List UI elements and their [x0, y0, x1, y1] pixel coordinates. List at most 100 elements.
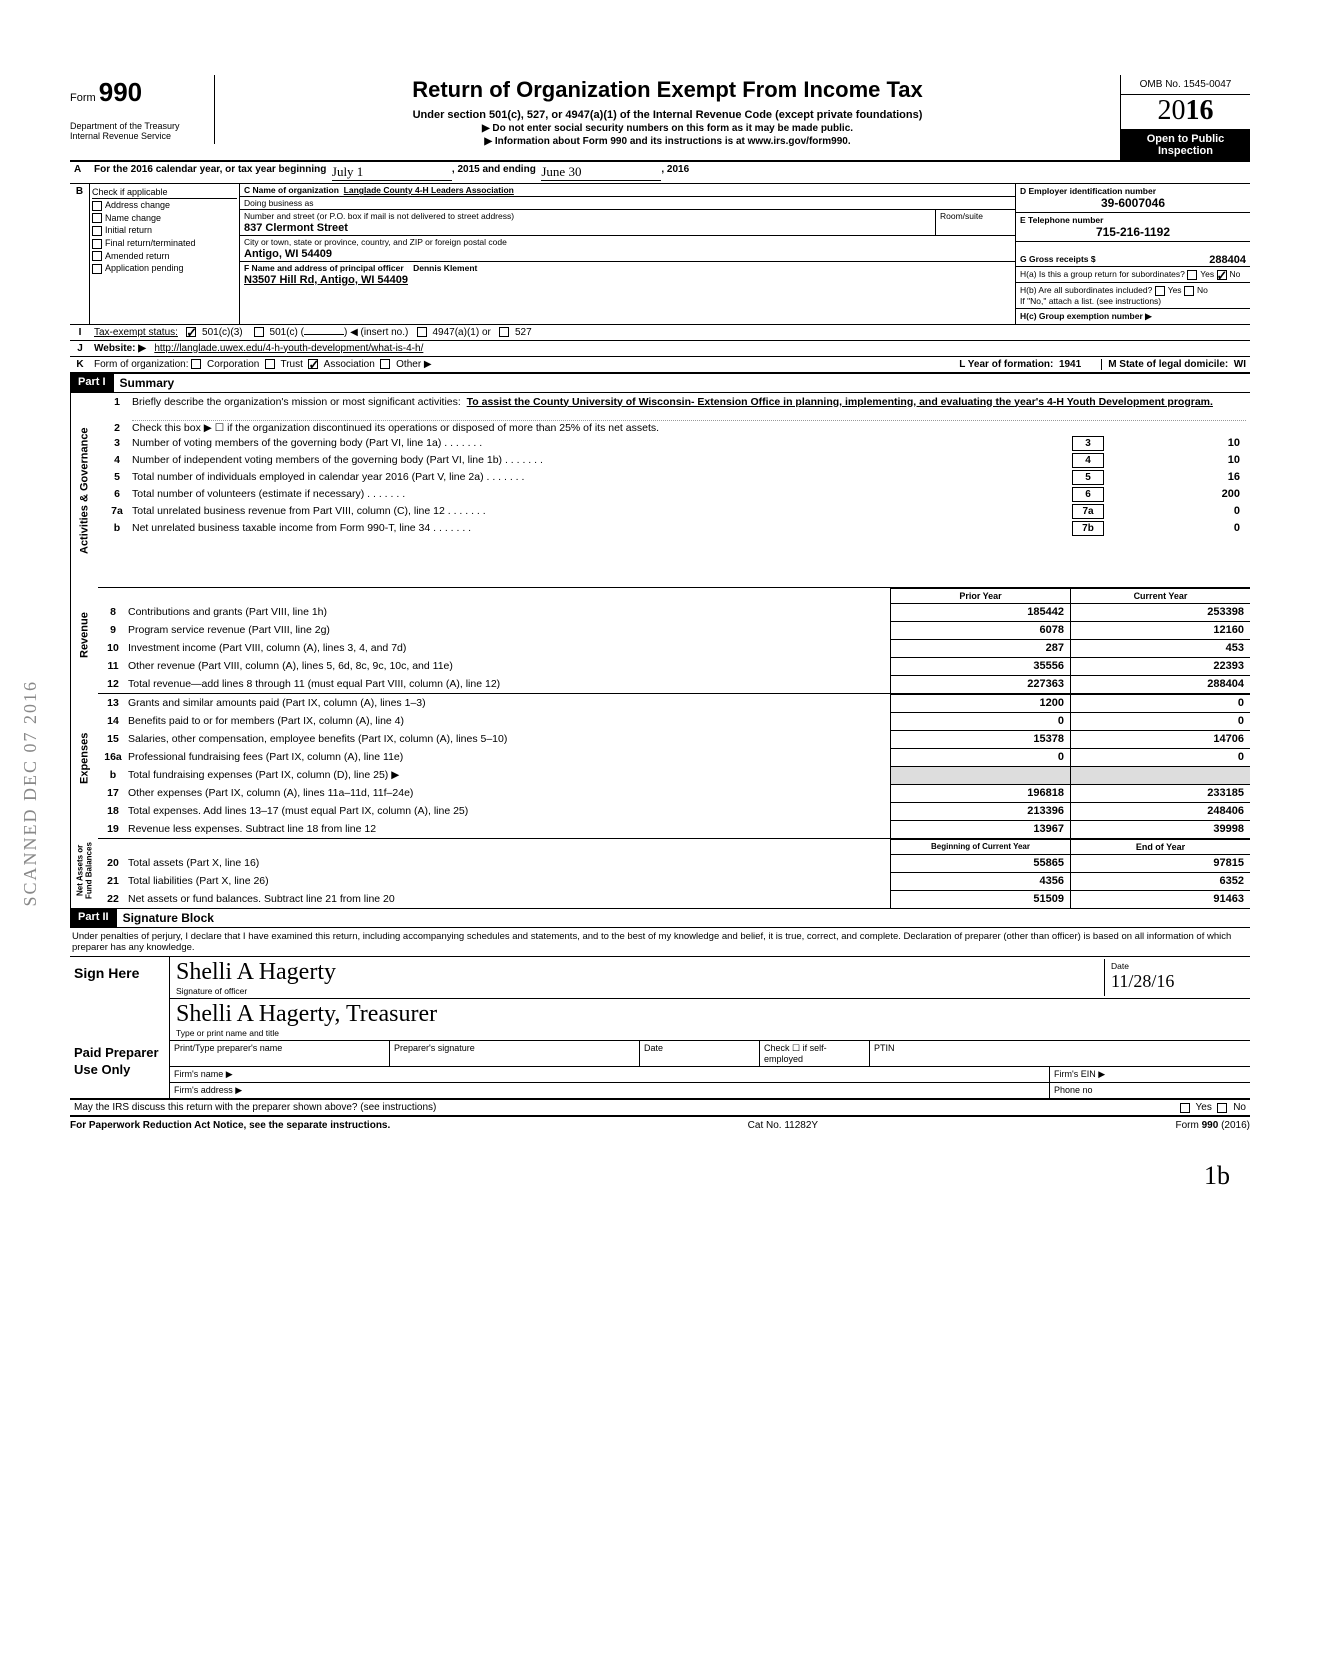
boxB-chk[interactable]	[92, 264, 102, 274]
ha-no-chk[interactable]	[1217, 270, 1227, 280]
scanned-stamp: SCANNED DEC 07 2016	[20, 680, 41, 907]
sig-officer-lbl: Signature of officer	[176, 986, 1104, 996]
hdr-prior: Prior Year	[890, 588, 1070, 603]
boxB-item: Name change	[92, 212, 237, 225]
summary-line: bTotal fundraising expenses (Part IX, co…	[98, 766, 1250, 784]
box-C: C Name of organization Langlade County 4…	[240, 184, 1015, 324]
ha-no: No	[1230, 269, 1241, 279]
website-url: http://langlade.uwex.edu/4-h-youth-devel…	[154, 343, 423, 354]
line-J: J Website: ▶ http://langlade.uwex.edu/4-…	[70, 341, 1250, 357]
open-2: Inspection	[1123, 145, 1248, 157]
summary-line: 19Revenue less expenses. Subtract line 1…	[98, 820, 1250, 838]
addr-label: Number and street (or P.O. box if mail i…	[240, 210, 935, 222]
dept-2: Internal Revenue Service	[70, 132, 210, 142]
form-title: Return of Organization Exempt From Incom…	[221, 77, 1114, 103]
form-header: Form 990 Department of the Treasury Inte…	[70, 75, 1250, 162]
stamp-prefix: SCANNED	[20, 808, 40, 907]
ha-yes-chk[interactable]	[1187, 270, 1197, 280]
boxB-chk[interactable]	[92, 226, 102, 236]
summary-line: 20Total assets (Part X, line 16)55865978…	[98, 854, 1250, 872]
irs-yes: Yes	[1196, 1102, 1212, 1113]
sidebar-revenue: Revenue	[70, 588, 98, 683]
gov-line: bNet unrelated business taxable income f…	[102, 520, 1246, 537]
lineK-chk[interactable]	[308, 359, 318, 369]
ein: 39-6007046	[1020, 196, 1246, 210]
summary-line: 22Net assets or fund balances. Subtract …	[98, 890, 1250, 908]
hb-no-chk[interactable]	[1184, 286, 1194, 296]
summary-line: 21Total liabilities (Part X, line 26)435…	[98, 872, 1250, 890]
lineK-chk[interactable]	[265, 359, 275, 369]
lineA-left: For the 2016 calendar year, or tax year …	[94, 164, 326, 181]
addr-val: 837 Clermont Street	[240, 222, 935, 235]
may-irs-row: May the IRS discuss this return with the…	[70, 1100, 1250, 1117]
chk-4947[interactable]	[417, 327, 427, 337]
open-to-public: Open to Public Inspection	[1121, 130, 1250, 160]
m-label: M State of legal domicile:	[1108, 359, 1228, 370]
boxB-chk[interactable]	[92, 239, 102, 249]
officer-name: Dennis Klement	[413, 263, 477, 273]
footer-right: Form 990 (2016)	[1176, 1120, 1250, 1131]
chk-501c3[interactable]	[186, 327, 196, 337]
letter-A: A	[74, 164, 94, 181]
opt-4947: 4947(a)(1) or	[432, 327, 490, 338]
lineA-suffix: , 2016	[661, 164, 689, 181]
irs-no: No	[1233, 1102, 1246, 1113]
gov-line: 7aTotal unrelated business revenue from …	[102, 503, 1246, 520]
part1-tag: Part I	[70, 374, 114, 392]
summary-line: 15Salaries, other compensation, employee…	[98, 730, 1250, 748]
form-header-mid: Return of Organization Exempt From Incom…	[215, 75, 1120, 151]
chk-527[interactable]	[499, 327, 509, 337]
hb-label: H(b) Are all subordinates included?	[1020, 285, 1152, 295]
lineI-label: Tax-exempt status:	[94, 327, 178, 338]
check-self: Check ☐ if self-employed	[760, 1041, 870, 1066]
year-prefix: 20	[1158, 95, 1186, 126]
hb-yes-chk[interactable]	[1155, 286, 1165, 296]
opt-501c-b: ) ◀ (insert no.)	[344, 327, 408, 338]
sidebar-governance: Activities & Governance	[70, 393, 98, 588]
form-header-left: Form 990 Department of the Treasury Inte…	[70, 75, 215, 144]
f-label-text: F Name and address of principal officer	[244, 263, 404, 273]
h-no-note: If "No," attach a list. (see instruction…	[1020, 296, 1246, 306]
hc-label: H(c) Group exemption number ▶	[1016, 309, 1250, 324]
l-val: 1941	[1059, 359, 1081, 370]
letter-K: K	[70, 357, 90, 372]
officer-signature: Shelli A Hagerty	[176, 959, 1104, 986]
hdr-begin: Beginning of Current Year	[890, 839, 1070, 854]
city-val: Antigo, WI 54409	[240, 248, 1015, 261]
irs-no-chk[interactable]	[1217, 1103, 1227, 1113]
lineA-mid: , 2015 and ending	[452, 164, 536, 181]
form-no-val: 990	[99, 77, 142, 107]
lineK-chk[interactable]	[191, 359, 201, 369]
footer: For Paperwork Reduction Act Notice, see …	[70, 1117, 1250, 1131]
summary-line: 16aProfessional fundraising fees (Part I…	[98, 748, 1250, 766]
year-big: 16	[1186, 95, 1214, 126]
boxB-chk[interactable]	[92, 201, 102, 211]
summary-line: 12Total revenue—add lines 8 through 11 (…	[98, 675, 1250, 693]
opt-501c: 501(c) (	[270, 327, 304, 338]
lineA-end: June 30	[541, 164, 661, 181]
part2-header: Part II Signature Block	[70, 909, 1250, 928]
typed-name: Shelli A Hagerty, Treasurer	[176, 1001, 1244, 1028]
lineJ-label: Website: ▶	[94, 343, 146, 354]
city-label: City or town, state or province, country…	[240, 236, 1015, 248]
paid-preparer: Paid Preparer Use Only Print/Type prepar…	[70, 1041, 1250, 1100]
part2-title: Signature Block	[117, 909, 220, 927]
footer-left: For Paperwork Reduction Act Notice, see …	[70, 1120, 390, 1131]
chk-501c[interactable]	[254, 327, 264, 337]
lineK-chk[interactable]	[380, 359, 390, 369]
boxB-label: Check if applicable	[92, 186, 237, 199]
boxB-chk[interactable]	[92, 251, 102, 261]
summary-line: 11Other revenue (Part VIII, column (A), …	[98, 657, 1250, 675]
ptin-lbl: PTIN	[870, 1041, 1250, 1066]
phone: 715-216-1192	[1020, 225, 1246, 239]
hdr-end: End of Year	[1070, 839, 1250, 854]
summary-line: 10Investment income (Part VIII, column (…	[98, 639, 1250, 657]
form-year: 2016	[1121, 95, 1250, 130]
paid-preparer-label: Paid Preparer Use Only	[70, 1041, 170, 1098]
irs-yes-chk[interactable]	[1180, 1103, 1190, 1113]
mission-label: Briefly describe the organization's miss…	[132, 396, 461, 408]
boxB-item: Initial return	[92, 224, 237, 237]
boxB-chk[interactable]	[92, 213, 102, 223]
form-hint-2: ▶ Information about Form 990 and its ins…	[221, 136, 1114, 147]
prep-sig-lbl: Preparer's signature	[390, 1041, 640, 1066]
